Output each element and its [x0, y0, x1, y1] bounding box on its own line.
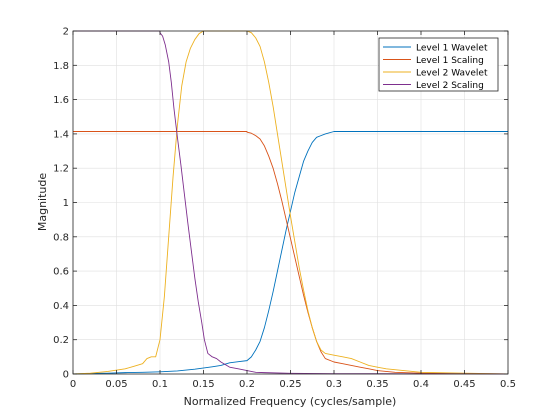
x-tick-label: 0.4 [413, 379, 429, 390]
series-line-3 [72, 30, 509, 375]
x-tick-label: 0 [70, 379, 76, 390]
series-line-4 [73, 30, 509, 375]
x-tick-label: 0.35 [366, 379, 388, 390]
ticks: 0 0.05 0.1 0.15 0.2 0.25 0.3 0.35 0.4 0.45 0.5 0 0.2… [53, 27, 516, 391]
y-tick-label: 1 [63, 198, 69, 209]
y-tick-label: 0.2 [53, 335, 69, 346]
y-axis-label: Magnitude [36, 173, 49, 232]
x-tick-label: 0.2 [239, 379, 255, 390]
legend-entry-label: Level 1 Scaling [416, 56, 484, 66]
y-tick-label: 0.4 [53, 301, 69, 312]
x-tick-label: 0.1 [152, 379, 168, 390]
series-line-1 [72, 131, 508, 375]
series-layer [72, 30, 509, 375]
y-tick-label: 0.8 [53, 232, 69, 243]
y-tick-label: 2 [63, 27, 69, 38]
y-tick-label: 0 [63, 370, 69, 381]
legend-entry-label: Level 1 Wavelet [416, 43, 488, 53]
legend-entry-label: Level 2 Scaling [416, 81, 484, 91]
x-tick-label: 0.5 [500, 379, 516, 390]
x-tick-label: 0.3 [326, 379, 342, 390]
x-tick-label: 0.45 [453, 379, 475, 390]
x-tick-label: 0.05 [105, 379, 127, 390]
legend: Level 1 Wavelet Level 1 Scaling Level 2 Wa… [378, 37, 499, 92]
y-tick-label: 1.2 [53, 164, 69, 175]
x-tick-label: 0.15 [192, 379, 214, 390]
legend-entry-label: Level 2 Wavelet [416, 68, 488, 78]
series-line-2 [73, 131, 509, 375]
x-axis-label: Normalized Frequency (cycles/sample) [184, 395, 397, 408]
x-tick-label: 0.25 [279, 379, 301, 390]
y-tick-label: 1.6 [53, 95, 69, 106]
y-tick-label: 1.8 [53, 61, 69, 72]
y-tick-label: 1.4 [53, 129, 69, 140]
y-tick-label: 0.6 [53, 267, 69, 278]
